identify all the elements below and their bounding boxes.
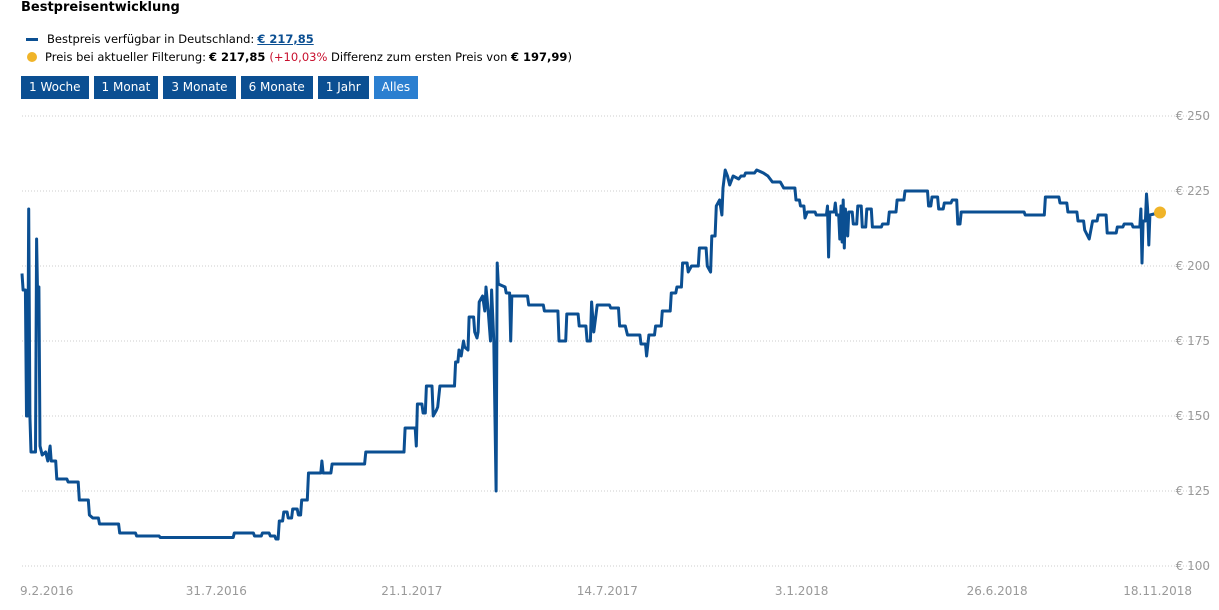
y-tick-label: € 125 xyxy=(1176,484,1210,498)
x-tick-label: 14.7.2017 xyxy=(577,584,638,598)
range-button-group: 1 Woche 1 Monat 3 Monate 6 Monate 1 Jahr Alle… xyxy=(21,76,419,99)
best-price-link[interactable]: € 217,85 xyxy=(257,32,314,46)
range-button-alles[interactable]: Alles xyxy=(373,76,419,99)
legend-dot-entry: Preis bei aktueller Filterung: € 217,85 … xyxy=(26,50,572,64)
line-swatch-icon xyxy=(26,37,38,41)
difference-text: Differenz zum ersten Preis von xyxy=(327,50,512,64)
y-tick-label: € 100 xyxy=(1176,559,1210,573)
legend-line-label: Bestpreis verfügbar in Deutschland: xyxy=(47,32,255,46)
range-button-3-monate[interactable]: 3 Monate xyxy=(163,76,236,99)
legend-line-entry: Bestpreis verfügbar in Deutschland: € 21… xyxy=(26,32,314,46)
x-tick-label: 18.11.2018 xyxy=(1123,584,1192,598)
legend-dot-label: Preis bei aktueller Filterung: xyxy=(45,50,207,64)
range-button-1-woche[interactable]: 1 Woche xyxy=(21,76,89,99)
x-tick-label: 31.7.2016 xyxy=(186,584,247,598)
range-button-1-jahr[interactable]: 1 Jahr xyxy=(317,76,369,99)
price-series-line xyxy=(20,168,1161,541)
y-tick-label: € 200 xyxy=(1176,259,1210,273)
dot-swatch-icon xyxy=(27,52,37,62)
range-button-6-monate[interactable]: 6 Monate xyxy=(240,76,313,99)
filter-price: € 217,85 xyxy=(209,50,266,64)
y-tick-label: € 225 xyxy=(1176,184,1210,198)
x-tick-label: 3.1.2018 xyxy=(775,584,828,598)
y-tick-label: € 175 xyxy=(1176,334,1210,348)
price-difference: (+10,03% xyxy=(269,50,328,64)
range-button-1-monat[interactable]: 1 Monat xyxy=(93,76,159,99)
x-tick-label: 26.6.2018 xyxy=(967,584,1028,598)
first-price: € 197,99 xyxy=(511,50,568,64)
difference-close: ) xyxy=(567,50,572,64)
x-tick-label: 9.2.2016 xyxy=(20,584,73,598)
y-tick-label: € 150 xyxy=(1176,409,1210,423)
y-tick-label: € 250 xyxy=(1176,109,1210,123)
x-tick-label: 21.1.2017 xyxy=(381,584,442,598)
chart-title: Bestpreisentwicklung xyxy=(21,0,180,15)
current-price-marker xyxy=(1154,206,1166,219)
